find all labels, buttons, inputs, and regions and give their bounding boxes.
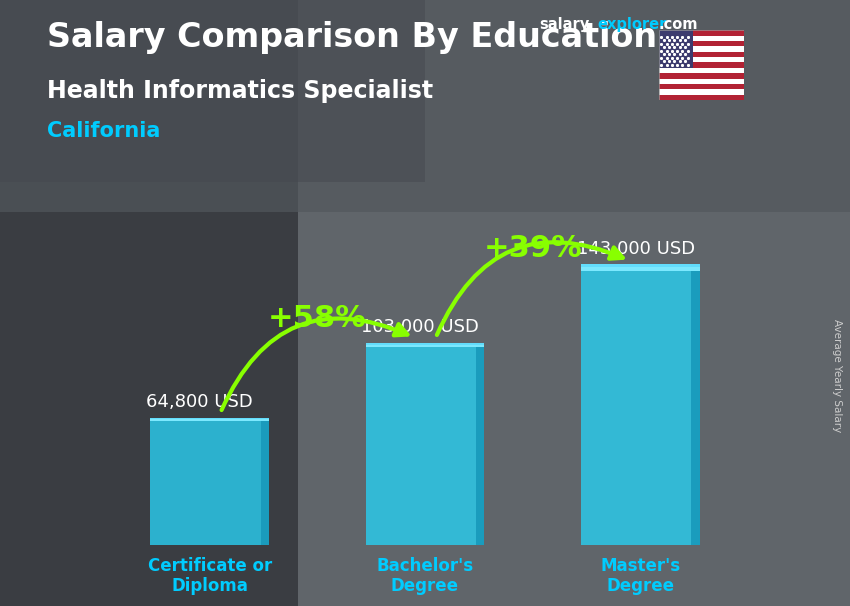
Bar [659, 30, 744, 36]
Bar [659, 95, 744, 100]
Bar [659, 47, 744, 52]
Bar [261, 418, 269, 545]
Bar [581, 264, 700, 545]
Bar [659, 84, 744, 89]
Text: explorer: explorer [598, 17, 667, 32]
Text: salary: salary [540, 17, 590, 32]
Bar [659, 36, 744, 41]
Bar [659, 30, 693, 68]
Bar [581, 267, 700, 270]
Text: +39%: +39% [484, 235, 582, 264]
Bar [659, 41, 744, 47]
Text: +58%: +58% [268, 304, 366, 333]
Text: 143,000 USD: 143,000 USD [577, 240, 695, 258]
Bar [0, 0, 425, 182]
Text: 64,800 USD: 64,800 USD [146, 393, 253, 411]
Bar [659, 57, 744, 62]
Bar [659, 62, 744, 68]
Text: California: California [47, 121, 160, 141]
Text: .com: .com [659, 17, 698, 32]
Bar [581, 264, 700, 270]
Bar [476, 343, 484, 545]
Bar [691, 264, 700, 545]
Bar [150, 418, 269, 421]
Bar [366, 343, 484, 347]
Bar [366, 343, 484, 545]
Bar [659, 68, 744, 73]
Bar [0, 0, 850, 212]
Text: Average Yearly Salary: Average Yearly Salary [832, 319, 842, 432]
Bar [150, 419, 269, 421]
Text: Health Informatics Specialist: Health Informatics Specialist [47, 79, 433, 103]
Text: Salary Comparison By Education: Salary Comparison By Education [47, 21, 657, 54]
Bar [298, 0, 850, 606]
Bar [366, 345, 484, 347]
Bar [150, 418, 269, 545]
Text: 103,000 USD: 103,000 USD [361, 318, 479, 336]
Bar [659, 89, 744, 95]
Bar [659, 52, 744, 57]
Bar [0, 0, 298, 606]
Bar [659, 73, 744, 79]
Bar [659, 79, 744, 84]
